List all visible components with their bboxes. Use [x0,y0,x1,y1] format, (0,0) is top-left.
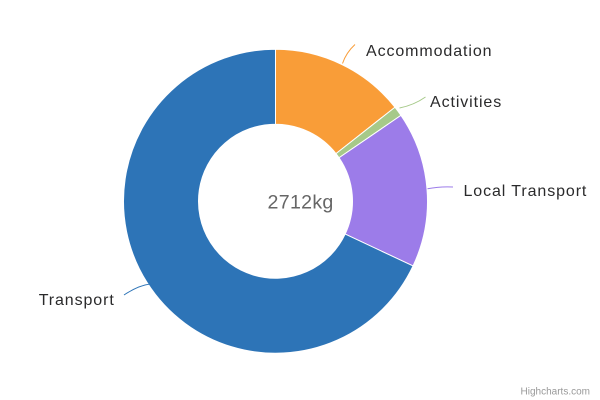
svg-text:Accommodation: Accommodation [366,43,492,60]
svg-text:Activities: Activities [430,94,502,111]
svg-text:Highcharts.com: Highcharts.com [521,387,590,398]
svg-text:Local Transport: Local Transport [464,183,588,200]
svg-text:2712kg: 2712kg [268,192,334,214]
svg-text:Transport: Transport [39,292,115,309]
